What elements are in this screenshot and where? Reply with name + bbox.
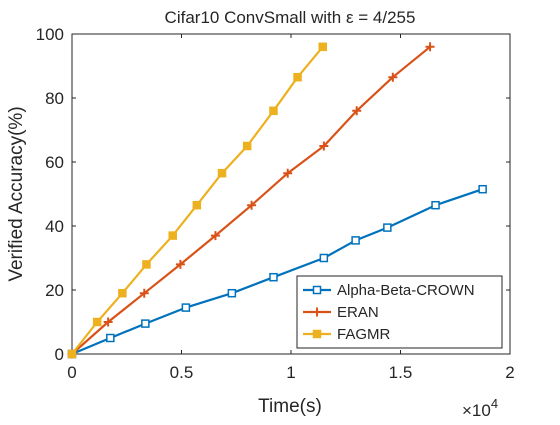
y-tick-label: 0 bbox=[55, 345, 64, 364]
y-tick-label: 80 bbox=[45, 89, 64, 108]
series-1-point bbox=[425, 42, 435, 52]
series-0-point bbox=[181, 303, 191, 312]
y-tick-label: 100 bbox=[36, 25, 64, 44]
series-0-point bbox=[141, 319, 150, 328]
series-1-point bbox=[283, 168, 293, 178]
legend-marker-2 bbox=[312, 329, 322, 339]
series-0-point bbox=[478, 184, 487, 194]
x-tick-label: 1 bbox=[286, 363, 295, 382]
series-0-point bbox=[269, 272, 278, 282]
x-tick-label: 2 bbox=[505, 363, 514, 382]
legend-label-1: ERAN bbox=[337, 304, 379, 321]
series-2-point bbox=[269, 106, 278, 116]
series-1-point bbox=[103, 317, 113, 327]
series-1-point bbox=[247, 200, 257, 210]
series-2-point bbox=[67, 349, 77, 359]
x-exponent-label: ×104 bbox=[462, 396, 498, 420]
series-2-point bbox=[168, 231, 177, 240]
legend-marker-0 bbox=[312, 285, 322, 295]
series-2-point bbox=[217, 168, 227, 178]
y-tick-label: 20 bbox=[45, 281, 64, 300]
x-tick-label: 0.5 bbox=[170, 363, 194, 382]
series-1-point bbox=[175, 259, 185, 269]
legend-label-0: Alpha-Beta-CROWN bbox=[337, 282, 475, 299]
series-2-point bbox=[142, 260, 151, 269]
legend-label-2: FAGMR bbox=[337, 326, 391, 343]
series-1-point bbox=[352, 106, 362, 116]
series-0-point bbox=[351, 236, 360, 245]
x-exponent-power: 4 bbox=[491, 396, 498, 411]
series-0-point bbox=[227, 288, 237, 298]
series-1-point bbox=[388, 72, 398, 82]
y-tick-label: 60 bbox=[45, 153, 64, 172]
series-2-point bbox=[118, 288, 127, 298]
series-2-point bbox=[242, 141, 252, 151]
x-axis-label: Time(s) bbox=[258, 396, 322, 417]
series-0-point bbox=[319, 253, 329, 263]
y-tick-label: 40 bbox=[45, 217, 64, 236]
series-1-point bbox=[210, 231, 220, 241]
series-1-point bbox=[139, 288, 149, 298]
series-2-point bbox=[293, 72, 302, 82]
series-2-point bbox=[318, 42, 328, 52]
x-tick-label: 0 bbox=[67, 363, 76, 382]
series-0-point bbox=[383, 223, 392, 232]
chart-title: Cifar10 ConvSmall with ε = 4/255 bbox=[165, 8, 416, 27]
series-1-point bbox=[319, 141, 329, 151]
series-2-point bbox=[192, 200, 202, 210]
series-2-point bbox=[92, 317, 102, 327]
plot-layer: 0 0.5 1 1.5 2020406080100Alpha-Beta-CROWNERA… bbox=[36, 25, 515, 382]
legend-box bbox=[296, 275, 503, 349]
x-tick-label: 1.5 bbox=[389, 363, 413, 382]
y-axis-label: Verified Accuracy(%) bbox=[6, 106, 27, 281]
x-exponent-base: ×10 bbox=[462, 401, 491, 420]
series-0-point bbox=[106, 333, 115, 343]
series-0-point bbox=[431, 200, 440, 210]
legend-marker-1 bbox=[312, 307, 322, 317]
